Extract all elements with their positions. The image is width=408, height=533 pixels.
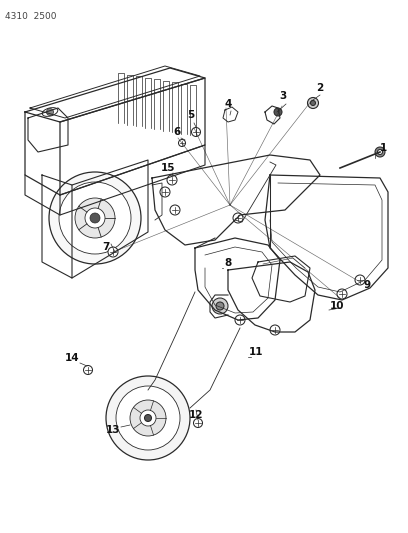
Text: 3: 3 <box>279 91 287 101</box>
Circle shape <box>160 187 170 197</box>
Circle shape <box>85 208 105 228</box>
Circle shape <box>377 149 383 155</box>
Text: 13: 13 <box>106 425 120 435</box>
Circle shape <box>212 298 228 314</box>
Circle shape <box>375 147 385 157</box>
Circle shape <box>235 315 245 325</box>
Text: 4: 4 <box>224 99 232 109</box>
Text: 6: 6 <box>173 127 181 137</box>
Circle shape <box>355 275 365 285</box>
Circle shape <box>106 376 190 460</box>
Text: 7: 7 <box>102 242 110 252</box>
Circle shape <box>130 400 166 436</box>
Circle shape <box>270 325 280 335</box>
Circle shape <box>47 109 53 116</box>
Text: 15: 15 <box>161 163 175 173</box>
Circle shape <box>216 302 224 310</box>
Circle shape <box>90 213 100 223</box>
Circle shape <box>59 182 131 254</box>
Text: 12: 12 <box>189 410 203 420</box>
Text: 4310  2500: 4310 2500 <box>5 12 56 21</box>
Circle shape <box>310 101 315 106</box>
Circle shape <box>144 415 151 422</box>
Circle shape <box>274 108 282 116</box>
Text: 2: 2 <box>316 83 324 93</box>
Circle shape <box>140 410 156 426</box>
Circle shape <box>233 213 243 223</box>
Circle shape <box>167 175 177 185</box>
Circle shape <box>179 140 186 147</box>
Circle shape <box>193 418 202 427</box>
Text: 1: 1 <box>379 143 387 153</box>
Text: 11: 11 <box>249 347 263 357</box>
Circle shape <box>191 127 200 136</box>
Text: 10: 10 <box>330 301 344 311</box>
Text: 8: 8 <box>224 258 232 268</box>
Circle shape <box>49 172 141 264</box>
Circle shape <box>308 98 319 109</box>
Circle shape <box>108 247 118 257</box>
Circle shape <box>75 198 115 238</box>
Circle shape <box>116 386 180 450</box>
Circle shape <box>170 205 180 215</box>
Text: 14: 14 <box>65 353 79 363</box>
Circle shape <box>84 366 93 375</box>
Circle shape <box>337 289 347 299</box>
Text: 9: 9 <box>364 280 370 290</box>
Text: 5: 5 <box>187 110 195 120</box>
